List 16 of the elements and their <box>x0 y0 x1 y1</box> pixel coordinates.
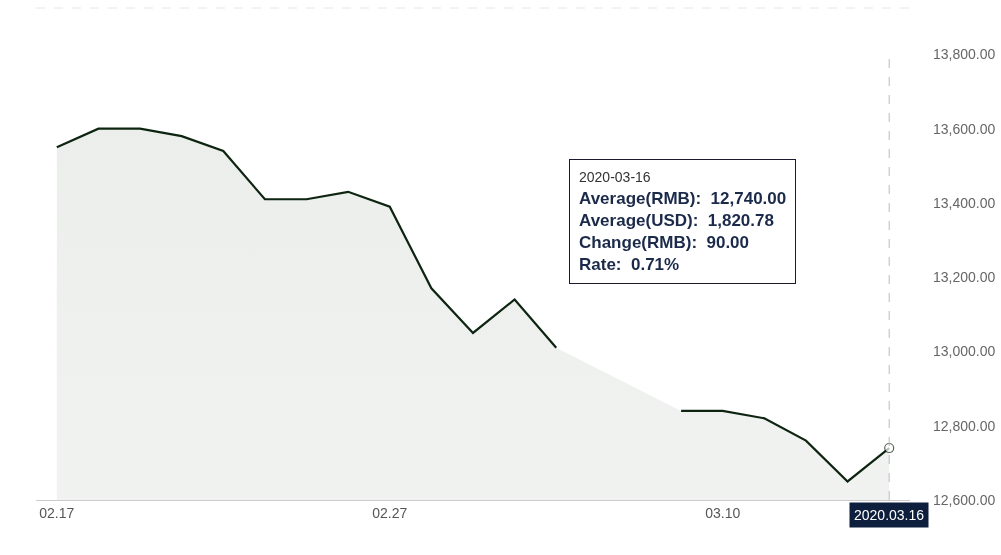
x-tick-label: 02.17 <box>39 504 75 521</box>
y-tick-label: 12,800.00 <box>933 417 996 434</box>
annotation: Average(RMB): 12,740.00 <box>579 189 787 209</box>
y-tick-label: 13,600.00 <box>933 120 996 137</box>
annotation: Rate: 0.71% <box>579 255 680 275</box>
annotation: Average(USD): 1,820.78 <box>579 211 774 231</box>
x-tick-label: 03.10 <box>705 504 741 521</box>
y-tick-label: 13,400.00 <box>933 194 996 211</box>
y-tick-label: 13,000.00 <box>933 343 996 360</box>
x-tick-label: 2020.03.16 <box>854 507 925 523</box>
y-tick-label: 13,800.00 <box>933 46 996 63</box>
y-tick-label: 12,600.00 <box>933 491 996 508</box>
x-tick-label: 02.27 <box>372 504 408 521</box>
y-tick-label: 13,200.00 <box>933 269 996 286</box>
annotation: 2020-03-16 <box>579 169 651 185</box>
annotation: Change(RMB): 90.00 <box>579 233 750 253</box>
